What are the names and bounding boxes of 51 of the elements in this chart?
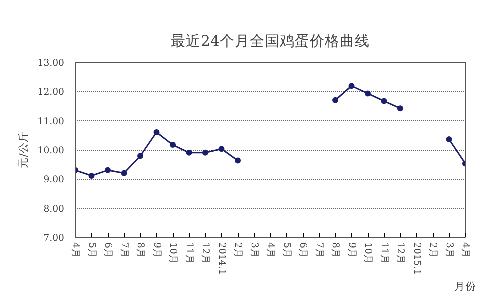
x-tick-label: 8月 [135,242,146,258]
x-tick-label: 7月 [118,242,130,258]
chart-title: 最近24个月全国鸡蛋价格曲线 [171,33,370,50]
x-tick-label: 12月 [200,242,211,264]
x-tick-label: 11月 [378,242,390,264]
point [235,158,241,164]
point [446,136,452,142]
x-tick-label: 8月 [330,242,341,258]
y-axis-title: 元/公斤 [16,132,30,168]
point [186,150,192,156]
x-tick-label: 11月 [184,242,195,264]
point [154,130,160,136]
point [332,97,338,104]
x-tick-label: 2月 [428,242,438,258]
x-axis-title: 月份 [454,280,476,294]
x-tick-label: 6月 [298,242,308,258]
x-tick-label: 4月 [70,242,81,258]
y-tick-label: 10.00 [38,146,65,156]
x-tick-label: 7月 [314,242,325,258]
point [381,98,388,104]
point [88,172,95,179]
point [398,106,404,112]
point [105,167,111,174]
x-tick-label: 9月 [151,242,162,258]
x-tick-label: 3月 [248,242,260,258]
point [170,142,176,148]
x-tick-label: 3月 [444,242,455,258]
x-tick-label: 5月 [281,242,292,258]
x-tick-label: 2014.1 [216,242,228,276]
point [202,150,208,156]
x-tick-label: 4月 [265,242,276,258]
x-tick-label: 4月 [460,242,471,258]
point [348,83,355,90]
x-tick-label: 5月 [86,242,98,258]
x-tick-label: 6月 [102,242,114,258]
point [218,146,225,152]
point [121,170,128,176]
point [365,90,371,97]
y-tick-label: 7.00 [44,233,65,244]
y-tick-label: 8.00 [44,204,65,215]
y-tick-label: 12.00 [38,87,65,98]
y-tick-label: 11.00 [38,116,65,128]
x-tick-label: 10月 [168,242,178,264]
x-tick-label: 12月 [395,242,406,264]
x-tick-label: 2015.1 [411,242,422,276]
x-tick-label: 2月 [232,242,244,258]
x-tick-label: 9月 [346,242,358,258]
y-tick-label: 13.00 [38,58,65,69]
x-tick-label: 10月 [362,242,374,264]
point [138,153,144,160]
y-tick-label: 9.00 [44,174,65,186]
